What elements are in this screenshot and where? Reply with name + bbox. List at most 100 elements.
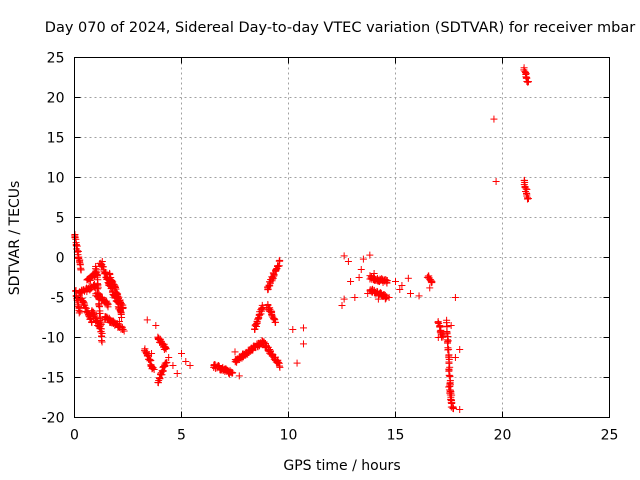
- data-point: [364, 290, 372, 297]
- data-point: [374, 295, 382, 303]
- data-point: [428, 278, 436, 286]
- data-point: [456, 346, 464, 353]
- data-point: [163, 358, 171, 366]
- data-point: [186, 362, 194, 369]
- data-point: [162, 359, 170, 367]
- data-point: [443, 329, 451, 337]
- y-tick-label: 5: [56, 211, 65, 227]
- x-tick-label: 5: [177, 428, 186, 444]
- data-point: [120, 327, 128, 335]
- data-point: [114, 322, 122, 330]
- data-point: [398, 282, 406, 289]
- data-point: [340, 295, 348, 303]
- data-point: [104, 300, 112, 308]
- data-point: [451, 354, 459, 361]
- y-tick-label: -20: [42, 411, 65, 427]
- x-tick-label: 25: [601, 428, 619, 444]
- data-point: [426, 284, 434, 292]
- chart-title: Day 070 of 2024, Sidereal Day-to-day VTE…: [45, 20, 635, 36]
- data-point: [77, 266, 85, 274]
- data-points: [71, 64, 532, 413]
- data-point: [382, 294, 390, 302]
- data-point: [238, 354, 246, 362]
- data-point: [392, 278, 399, 285]
- data-point: [242, 351, 250, 359]
- y-tick-label: 15: [47, 131, 65, 147]
- data-point: [492, 178, 500, 185]
- data-point: [81, 303, 89, 311]
- data-point: [448, 399, 456, 407]
- data-point: [456, 406, 464, 413]
- data-point: [96, 322, 104, 330]
- data-point: [173, 370, 181, 377]
- data-point: [299, 340, 307, 348]
- x-axis-label: GPS time / hours: [283, 458, 400, 474]
- data-point: [119, 326, 127, 334]
- data-point: [351, 294, 359, 301]
- data-point: [90, 310, 98, 318]
- data-point: [396, 286, 404, 293]
- data-point: [299, 324, 307, 332]
- data-point: [436, 323, 444, 331]
- data-point: [160, 363, 168, 371]
- data-point: [75, 309, 83, 317]
- x-tick-label: 15: [387, 428, 405, 444]
- data-point: [385, 294, 393, 301]
- data-point: [415, 292, 423, 300]
- data-point: [118, 314, 126, 321]
- data-point: [119, 304, 127, 312]
- data-point: [178, 350, 185, 357]
- axis-ticks: 0 5 10 15 20 25 25 20 15 10 5 0 -5 -10 -15 -20: [42, 51, 619, 444]
- data-point: [94, 284, 102, 292]
- data-point: [404, 274, 412, 282]
- data-point: [340, 252, 348, 260]
- data-point: [111, 294, 119, 301]
- plot-frame: [74, 57, 610, 418]
- data-point: [276, 363, 284, 371]
- data-point: [98, 338, 106, 346]
- data-point: [270, 315, 278, 323]
- y-tick-label: -15: [42, 371, 65, 387]
- data-point: [103, 299, 111, 307]
- data-point: [276, 256, 284, 264]
- data-point: [155, 375, 163, 383]
- data-point: [235, 372, 243, 380]
- data-point: [445, 371, 453, 379]
- data-point: [451, 294, 459, 301]
- y-tick-label: 20: [47, 91, 65, 107]
- y-tick-label: 25: [47, 51, 65, 67]
- data-point: [76, 308, 84, 316]
- data-point: [445, 358, 453, 366]
- data-point: [92, 267, 100, 275]
- data-point: [344, 258, 352, 265]
- x-tick-label: 20: [494, 428, 512, 444]
- data-point: [182, 358, 190, 365]
- data-point: [370, 270, 378, 277]
- data-point: [524, 78, 532, 86]
- data-point: [272, 266, 280, 274]
- data-point: [268, 275, 276, 283]
- y-tick-label: -5: [51, 291, 65, 307]
- data-point: [150, 366, 158, 374]
- data-point: [228, 369, 236, 377]
- data-point: [270, 271, 278, 279]
- data-point: [149, 364, 157, 372]
- data-point: [406, 290, 414, 297]
- data-point: [434, 334, 442, 341]
- data-point: [98, 258, 106, 265]
- x-tick-label: 10: [280, 428, 298, 444]
- data-point: [490, 115, 498, 123]
- data-point: [383, 279, 391, 287]
- grid-lines: [74, 57, 610, 418]
- data-point: [107, 276, 115, 284]
- data-point: [524, 195, 532, 203]
- data-point: [143, 316, 151, 324]
- y-tick-label: 10: [47, 171, 65, 187]
- data-point: [338, 302, 346, 309]
- data-point: [524, 78, 532, 86]
- data-point: [169, 362, 177, 369]
- data-point: [162, 345, 170, 353]
- data-point: [447, 322, 455, 329]
- data-point: [449, 404, 457, 412]
